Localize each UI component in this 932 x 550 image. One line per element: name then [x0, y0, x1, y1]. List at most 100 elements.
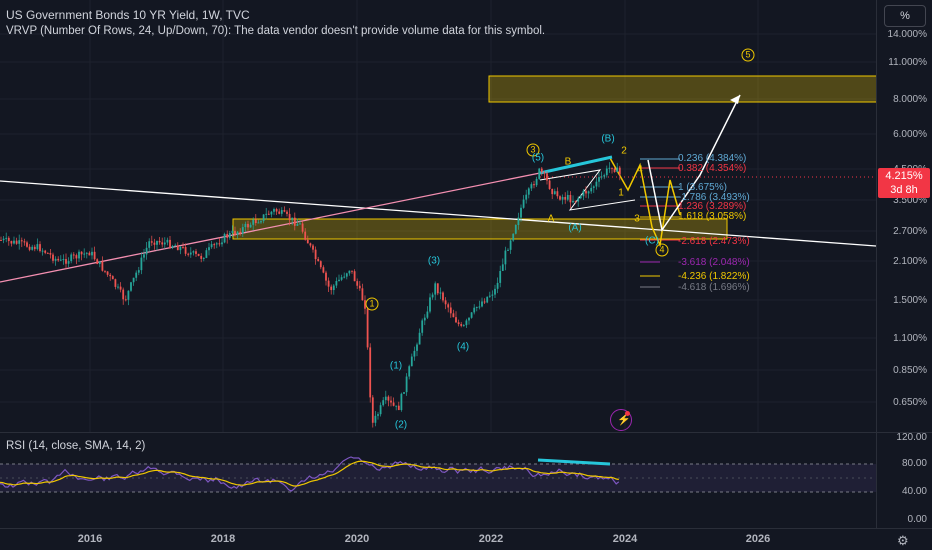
- candle-body: [387, 396, 390, 401]
- candle-body: [49, 253, 52, 255]
- candle-body: [509, 240, 512, 250]
- candle-body: [244, 223, 247, 228]
- price-tick: 11.000%: [888, 57, 927, 68]
- candle-body: [91, 251, 93, 256]
- candle-body: [572, 200, 574, 203]
- fib-label: -3.618 (2.048%): [678, 257, 750, 268]
- candle-body: [585, 190, 587, 194]
- wave-label: 4: [637, 164, 643, 176]
- candle-body: [59, 259, 62, 261]
- candle-body: [507, 249, 509, 251]
- candle-body: [257, 222, 260, 224]
- wave-label: (1): [389, 360, 403, 372]
- lightning-icon[interactable]: ⚡: [610, 409, 632, 431]
- candle-body: [512, 233, 515, 241]
- price-tick: 0.850%: [893, 365, 927, 376]
- projection-white-lines: [539, 169, 636, 211]
- candle-body: [221, 242, 223, 245]
- wave-label: 3: [634, 213, 640, 225]
- candle-body: [481, 301, 483, 307]
- candle-body: [600, 176, 603, 178]
- price-axis[interactable]: 14.000% 11.000% 8.000% 6.000% 4.500% 3.5…: [876, 0, 932, 432]
- candle-body: [559, 196, 561, 200]
- candle-body: [473, 307, 476, 313]
- fib-label: 1 (3.675%): [678, 182, 727, 193]
- candle-body: [117, 286, 119, 288]
- rsi-pane[interactable]: [0, 432, 876, 528]
- candle-body: [517, 217, 520, 225]
- candle-body: [520, 207, 522, 218]
- candle-body: [486, 296, 489, 303]
- candle-body: [364, 300, 366, 309]
- candle-body: [361, 288, 364, 301]
- fib-label: 0.236 (4.384%): [678, 153, 747, 164]
- rsi-axis[interactable]: 120.00 80.00 40.00 0.00: [876, 432, 932, 528]
- candle-body: [488, 295, 491, 297]
- candle-body: [616, 167, 619, 173]
- candle-body: [270, 211, 273, 215]
- candle-body: [23, 241, 26, 243]
- candle-body: [179, 246, 182, 251]
- price-tick: 2.700%: [893, 226, 927, 237]
- candle-body: [278, 211, 281, 214]
- candle-body: [174, 245, 177, 247]
- candle-body: [78, 251, 80, 259]
- candle-body: [611, 167, 613, 169]
- candle-body: [145, 247, 148, 255]
- rsi-sma-line: [0, 460, 619, 487]
- vrvp-indicator-legend[interactable]: VRVP (Number Of Rows, 24, Up/Down, 70): …: [6, 25, 546, 37]
- settings-gear-icon[interactable]: ⚙: [897, 533, 909, 548]
- symbol-title[interactable]: US Government Bonds 10 YR Yield, 1W, TVC: [6, 8, 250, 22]
- price-pane[interactable]: 1 (1) (2) (3) (4) 3 (5) B (B) 2 4 1 3 A …: [0, 0, 876, 432]
- candle-body: [564, 196, 567, 200]
- wave-label: (5): [531, 152, 545, 164]
- candle-body: [111, 276, 114, 280]
- wave-label: (A): [568, 222, 582, 234]
- resistance-trendline: [0, 180, 876, 247]
- candle-body: [137, 270, 140, 273]
- candle-body: [353, 271, 356, 282]
- candle-body: [587, 191, 590, 194]
- wave-label: (3): [427, 255, 441, 267]
- candle-body: [548, 180, 551, 189]
- candle-body: [530, 184, 533, 189]
- projection-yellow-path: [544, 157, 681, 248]
- candle-body: [182, 246, 184, 248]
- rsi-legend[interactable]: RSI (14, close, SMA, 14, 2): [6, 440, 146, 452]
- candle-body: [234, 230, 236, 235]
- candle-body: [252, 219, 255, 225]
- support-trendline: [0, 171, 546, 283]
- candle-body: [293, 217, 296, 226]
- current-price-badge: 4.215% 3d 8h: [878, 168, 930, 198]
- candle-body: [561, 196, 564, 200]
- support-zone-box: [232, 218, 728, 240]
- candle-body: [317, 259, 320, 262]
- percent-scale-button[interactable]: %: [884, 5, 926, 27]
- candle-body: [236, 231, 239, 235]
- wave-label: 4: [655, 243, 669, 257]
- candle-body: [283, 210, 286, 212]
- candle-body: [114, 279, 117, 287]
- candle-body: [598, 177, 600, 182]
- time-tick: 2016: [77, 533, 103, 545]
- candle-body: [239, 231, 242, 234]
- candle-body: [166, 239, 169, 243]
- rsi-chart-svg[interactable]: [0, 432, 876, 528]
- candle-body: [369, 347, 372, 398]
- candle-body: [132, 277, 135, 283]
- price-chart-svg[interactable]: [0, 0, 876, 432]
- candle-body: [83, 253, 86, 255]
- pane-separator[interactable]: [0, 432, 932, 433]
- divergence-line-rsi: [537, 458, 611, 466]
- candle-body: [205, 250, 208, 258]
- divergence-line-price: [539, 155, 613, 175]
- candle-body: [603, 175, 606, 177]
- candle-body: [444, 300, 447, 305]
- candle-body: [262, 214, 265, 222]
- candle-body: [304, 231, 307, 240]
- candle-body: [410, 356, 413, 367]
- candle-body: [436, 283, 439, 294]
- candle-body: [80, 251, 83, 255]
- candle-body: [418, 332, 421, 345]
- candle-body: [462, 325, 465, 327]
